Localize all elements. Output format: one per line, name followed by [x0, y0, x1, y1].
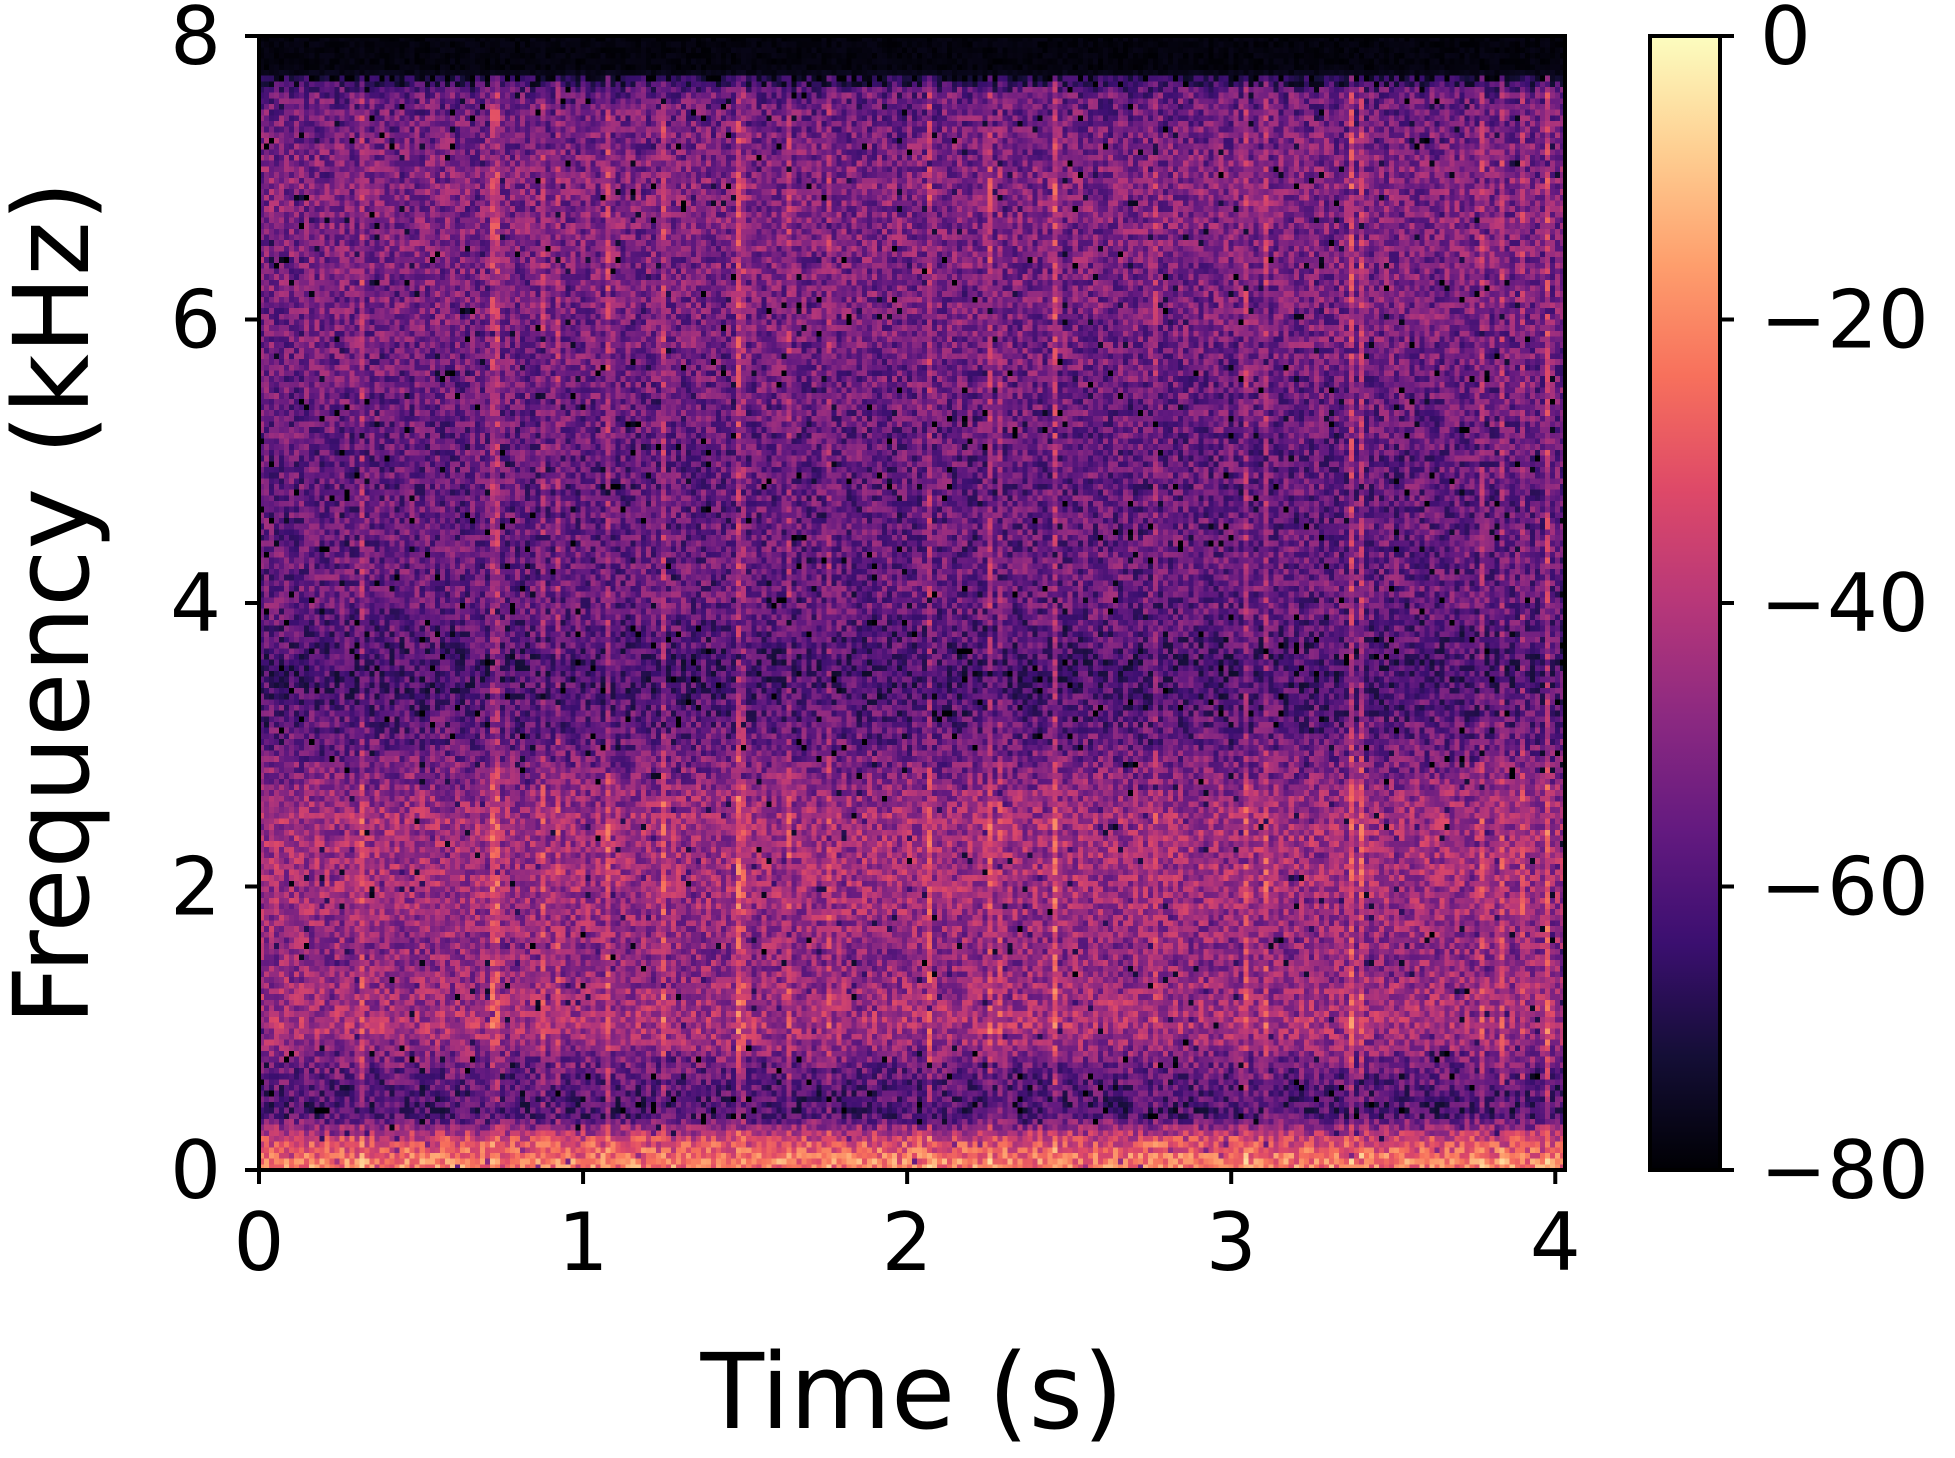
y-tick-label: 8	[170, 0, 221, 83]
y-tick-label: 4	[170, 557, 221, 650]
y-axis: 0 2 4 6 8	[170, 0, 259, 1217]
x-tick-label: 2	[882, 1196, 933, 1289]
colorbar-tick-label: 0	[1760, 0, 1811, 83]
colorbar-tick-label: −80	[1760, 1124, 1929, 1217]
x-tick-label: 0	[234, 1196, 285, 1289]
colorbar: 0 −20 −40 −60 −80	[1648, 0, 1929, 1217]
y-axis-title: Frequency (kHz)	[0, 181, 113, 1026]
y-tick-label: 6	[170, 274, 221, 367]
colorbar-ticks: 0 −20 −40 −60 −80	[1720, 0, 1929, 1217]
colorbar-tick-label: −40	[1760, 557, 1929, 650]
plot-area	[257, 34, 1567, 1172]
x-tick-label: 3	[1206, 1196, 1257, 1289]
x-tick-label: 1	[558, 1196, 609, 1289]
spectrogram-cells	[259, 36, 1565, 1170]
y-tick-label: 0	[170, 1124, 221, 1217]
x-axis-title: Time (s)	[700, 1331, 1124, 1453]
x-tick-label: 4	[1530, 1196, 1581, 1289]
x-axis: 0 1 2 3 4	[234, 1170, 1581, 1289]
y-tick-label: 2	[170, 841, 221, 934]
colorbar-gradient	[1650, 36, 1720, 1170]
spectrogram-image	[259, 36, 1565, 1170]
colorbar-tick-label: −20	[1760, 274, 1929, 367]
colorbar-tick-label: −60	[1760, 841, 1929, 934]
